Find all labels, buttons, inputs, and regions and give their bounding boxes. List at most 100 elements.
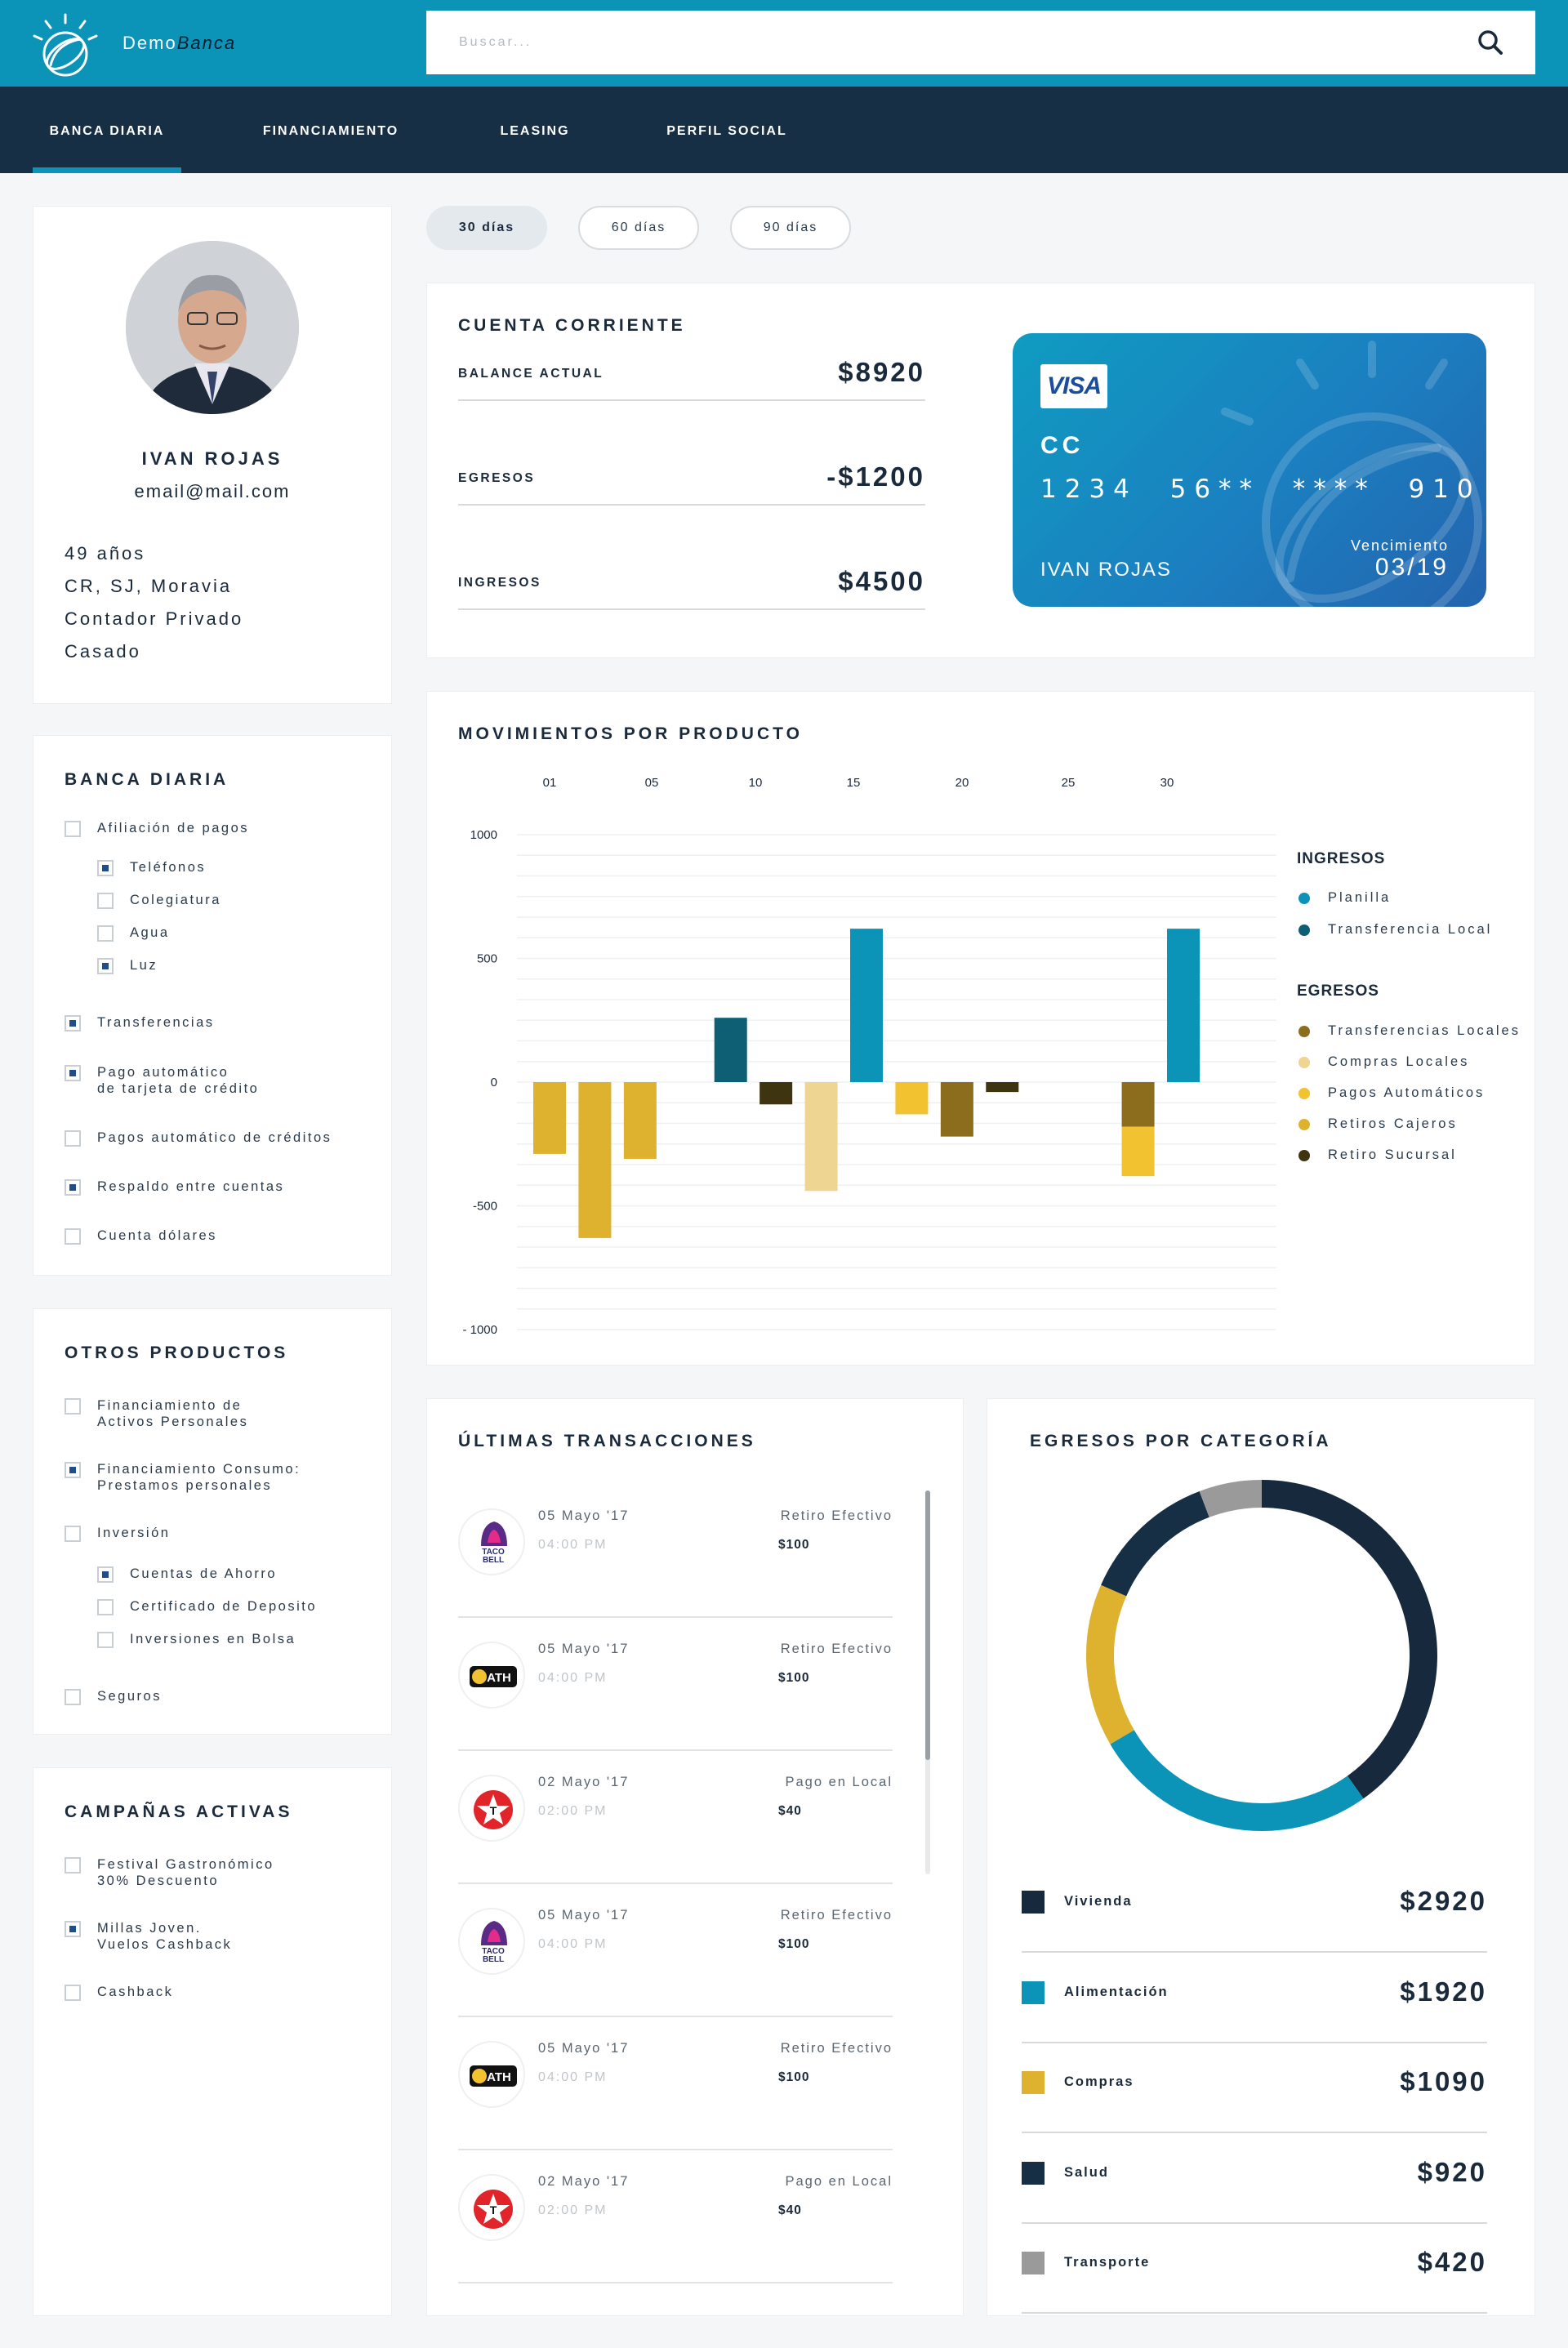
checkbox-unchecked-icon[interactable] [97,893,114,909]
bar-planilla[interactable] [1167,929,1200,1082]
checkbox-item[interactable]: Inversiones en Bolsa [97,1631,296,1648]
tab-perfil-social[interactable]: PERFIL SOCIAL [666,124,787,138]
bar-transferencias_locales[interactable] [940,1082,973,1137]
filter-30-dias[interactable]: 30 días [426,206,547,250]
brand-name[interactable]: DemoBanca [122,33,236,54]
bar-transferencias_locales[interactable] [1121,1082,1155,1127]
bar-pagos_automaticos[interactable] [895,1082,929,1115]
checkbox-checked-icon[interactable] [65,1065,81,1081]
ath-logo-icon: ATH [458,2041,525,2108]
legend-planilla[interactable]: Planilla [1298,890,1391,906]
checkbox-item[interactable]: Cuentas de Ahorro [97,1566,277,1583]
checkbox-item[interactable]: Pagos automático de créditos [65,1129,332,1147]
checkbox-item[interactable]: Luz [97,957,158,974]
checkbox-item[interactable]: Certificado de Deposito [97,1598,317,1615]
bar-retiros_cajeros[interactable] [578,1082,612,1238]
filter-60-dias[interactable]: 60 días [578,206,699,250]
checkbox-item[interactable]: Pago automático de tarjeta de crédito [65,1064,259,1097]
checkbox-item[interactable]: Cashback [65,1984,173,2001]
checkbox-item[interactable]: Agua [97,924,170,942]
checkbox-label: Festival Gastronómico 30% Descuento [97,1857,274,1888]
checkbox-unchecked-icon[interactable] [65,1689,81,1705]
search-icon[interactable] [1477,29,1504,56]
bar-retiro_sucursal[interactable] [760,1082,793,1105]
checkbox-unchecked-icon[interactable] [65,1228,81,1245]
category-row[interactable]: Vivienda $2920 [1022,1863,1487,1953]
transaction-date: 02 Mayo '17 [538,2174,630,2189]
bar-pagos_automaticos[interactable] [1121,1126,1155,1177]
transaction-row[interactable]: T 02 Mayo '17 02:00 PM Pago en Local $40 [458,2151,893,2283]
checkbox-checked-icon[interactable] [97,860,114,876]
donut-slice[interactable] [1086,1584,1134,1744]
bar-retiros_cajeros[interactable] [623,1082,657,1159]
donut-slice[interactable] [1261,1480,1437,1799]
category-row[interactable]: Salud $920 [1022,2134,1487,2224]
checkbox-item[interactable]: Cuenta dólares [65,1227,217,1245]
brand-logo-icon[interactable] [31,11,100,80]
taco-bell-bell-icon [488,1530,501,1543]
checkbox-checked-icon[interactable] [65,1462,81,1478]
legend-transferencia-local[interactable]: Transferencia Local [1298,922,1492,938]
filter-90-dias[interactable]: 90 días [730,206,851,250]
credit-card[interactable]: VISA CC 1234 56** **** 910 IVAN ROJAS Ve… [1013,333,1486,607]
legend-retiros-cajeros[interactable]: Retiros Cajeros [1298,1116,1458,1132]
checkbox-item[interactable]: Inversión [65,1525,170,1542]
checkbox-item[interactable]: Seguros [65,1688,162,1705]
category-row[interactable]: Alimentación $1920 [1022,1954,1487,2043]
legend-transferencias-locales[interactable]: Transferencias Locales [1298,1023,1521,1039]
donut-slice[interactable] [1101,1491,1210,1597]
checkbox-unchecked-icon[interactable] [97,1632,114,1648]
transaction-row[interactable]: T 02 Mayo '17 02:00 PM Pago en Local $40 [458,1752,893,1884]
checkbox-unchecked-icon[interactable] [65,1857,81,1873]
legend-pagos-automaticos[interactable]: Pagos Automáticos [1298,1085,1485,1101]
transaction-row[interactable]: ATH 05 Mayo '17 04:00 PM Retiro Efectivo $10… [458,1619,893,1751]
avatar[interactable] [126,241,299,414]
bar-transferencia_local[interactable] [714,1018,747,1082]
checkbox-checked-icon[interactable] [97,1566,114,1583]
donut-slice[interactable] [1199,1480,1263,1517]
checkbox-unchecked-icon[interactable] [65,821,81,837]
transaction-row[interactable]: TACO BELL 05 Mayo '17 04:00 PM Retiro Efecti… [458,1885,893,2017]
tab-financiamiento[interactable]: FINANCIAMIENTO [262,124,399,138]
category-row[interactable]: Transporte $420 [1022,2224,1487,2314]
ath-text: ATH [487,1671,511,1685]
checkbox-checked-icon[interactable] [97,958,114,974]
donut-slice[interactable] [1110,1730,1364,1831]
checkbox-item[interactable]: Afiliación de pagos [65,820,249,837]
search-input[interactable] [426,11,1455,74]
transaction-row[interactable]: TACO BELL 05 Mayo '17 04:00 PM Retiro Efecti… [458,1486,893,1618]
checkbox-checked-icon[interactable] [65,1179,81,1196]
tab-banca-diaria[interactable]: BANCA DIARIA [33,87,181,173]
checkbox-checked-icon[interactable] [65,1015,81,1031]
checkbox-unchecked-icon[interactable] [65,1130,81,1147]
bar-compras_locales[interactable] [804,1082,838,1192]
checkbox-item[interactable]: Financiamiento de Activos Personales [65,1397,248,1430]
legend-compras-locales[interactable]: Compras Locales [1298,1054,1469,1070]
bar-retiros_cajeros[interactable] [533,1082,566,1154]
checkbox-item[interactable]: Colegiatura [97,892,221,909]
checkbox-item[interactable]: Millas Joven. Vuelos Cashback [65,1920,232,1953]
bar-retiro_sucursal[interactable] [986,1082,1019,1093]
scrollbar-thumb[interactable] [925,1490,930,1760]
checkbox-item[interactable]: Teléfonos [97,859,206,876]
checkbox-unchecked-icon[interactable] [65,1526,81,1542]
transaction-row[interactable]: ATH 05 Mayo '17 04:00 PM Retiro Efectivo $10… [458,2018,893,2150]
profile-email[interactable]: email@mail.com [134,481,291,501]
x-tick-label: 30 [1160,776,1174,790]
bar-planilla[interactable] [850,929,883,1082]
checkbox-item[interactable]: Festival Gastronómico 30% Descuento [65,1856,274,1889]
checkbox-unchecked-icon[interactable] [97,925,114,942]
balance-label: BALANCE ACTUAL [458,367,604,381]
checkbox-item[interactable]: Respaldo entre cuentas [65,1178,284,1196]
category-row[interactable]: Compras $1090 [1022,2043,1487,2133]
checkbox-unchecked-icon[interactable] [97,1599,114,1615]
checkbox-item[interactable]: Transferencias [65,1014,215,1031]
checkbox-unchecked-icon[interactable] [65,1985,81,2001]
transacciones-scrollbar[interactable] [925,1490,930,1874]
checkbox-item[interactable]: Financiamiento Consumo: Prestamos person… [65,1461,301,1494]
checkbox-checked-icon[interactable] [65,1921,81,1937]
tab-leasing[interactable]: LEASING [500,124,570,138]
checkbox-unchecked-icon[interactable] [65,1398,81,1415]
legend-retiro-sucursal[interactable]: Retiro Sucursal [1298,1147,1457,1163]
